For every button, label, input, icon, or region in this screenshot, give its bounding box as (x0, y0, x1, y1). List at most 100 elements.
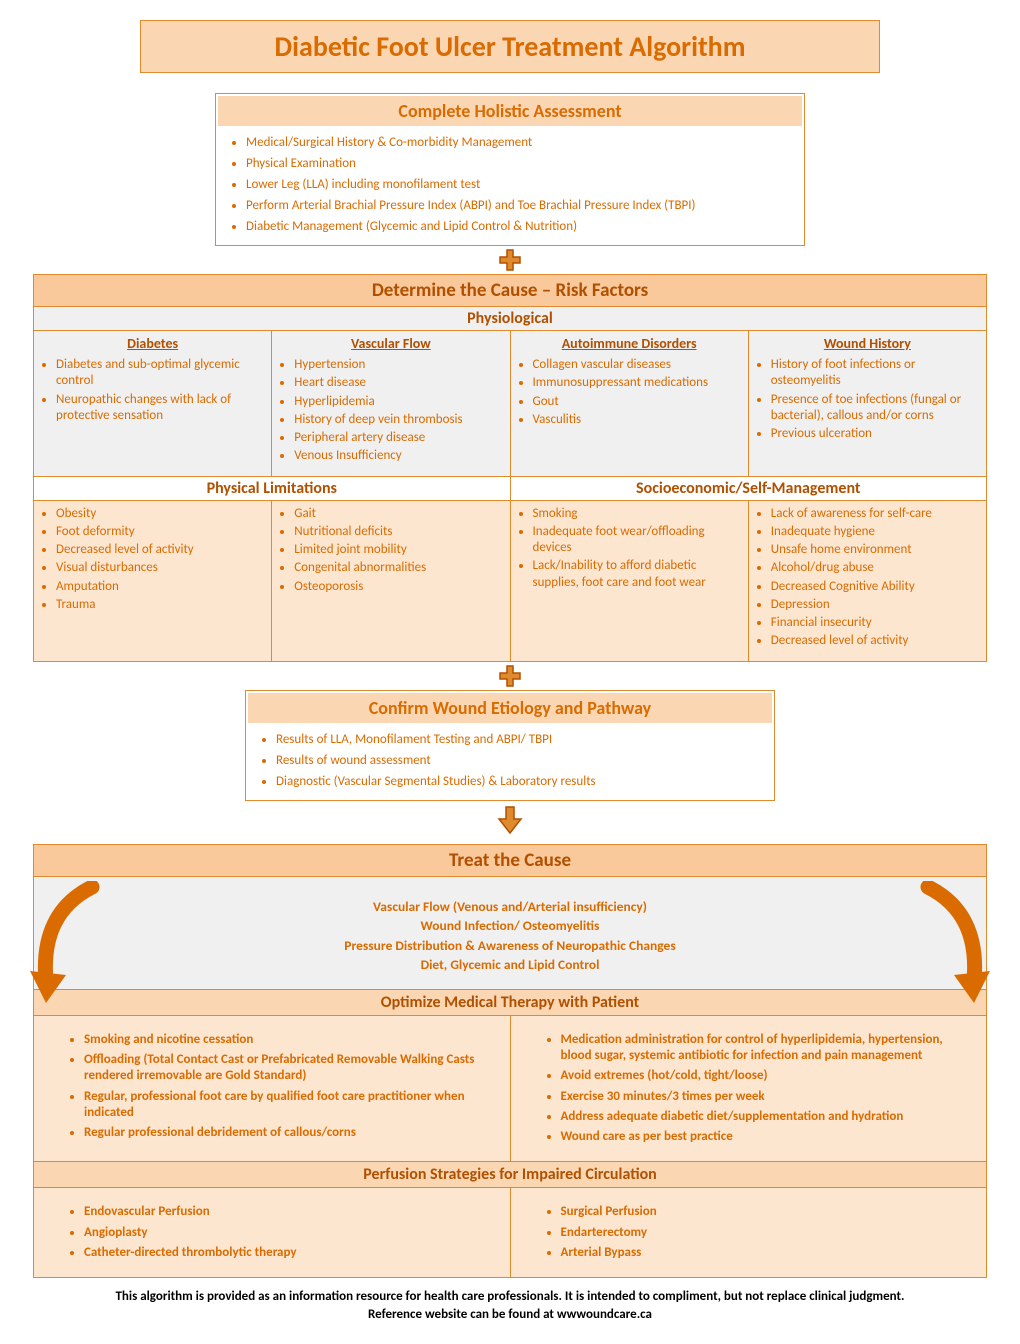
list-item: Wound care as per best practice (561, 1127, 967, 1147)
list-autoimmune: Collagen vascular diseasesImmunosuppress… (519, 356, 740, 429)
list-item: Nutritional deficits (294, 523, 501, 541)
list-physlimit-b: GaitNutritional deficitsLimited joint mo… (280, 505, 501, 596)
risk-col-autoimmune: Autoimmune Disorders Collagen vascular d… (511, 331, 749, 476)
list-socio-b: Lack of awareness for self-careInadequat… (757, 505, 978, 651)
list-item: Heart disease (294, 374, 501, 392)
list-item: Limited joint mobility (294, 541, 501, 559)
list-item: Immunosuppressant medications (533, 374, 740, 392)
list-item: Regular professional debridement of call… (84, 1123, 490, 1143)
list-item: Diabetic Management (Glycemic and Lipid … (246, 216, 794, 237)
list-item: Hypertension (294, 356, 501, 374)
risk-physio-heading: Physiological (34, 307, 986, 331)
socio-b: Lack of awareness for self-careInadequat… (749, 501, 986, 661)
treat-center-lines: Vascular Flow (Venous and/Arterial insuf… (34, 877, 986, 990)
risk-col-diabetes: Diabetes Diabetes and sub-optimal glycem… (34, 331, 272, 476)
list-item: Decreased level of activity (56, 541, 263, 559)
confirm-list: Results of LLA, Monofilament Testing and… (246, 729, 774, 800)
list-item: Avoid extremes (hot/cold, tight/loose) (561, 1066, 967, 1086)
list-item: Endarterectomy (561, 1223, 967, 1243)
optimize-heading: Optimize Medical Therapy with Patient (34, 990, 986, 1016)
list-item: Collagen vascular diseases (533, 356, 740, 374)
list-item: Gait (294, 505, 501, 523)
list-item: Physical Examination (246, 153, 794, 174)
list-item: Lack of awareness for self-care (771, 505, 978, 523)
page-title: Diabetic Foot Ulcer Treatment Algorithm (181, 29, 839, 64)
list-item: Inadequate foot wear/offloading devices (533, 523, 740, 558)
list-item: Visual disturbances (56, 559, 263, 577)
assessment-list: Medical/Surgical History & Co-morbidity … (216, 132, 804, 245)
list-item: Offloading (Total Contact Cast or Prefab… (84, 1050, 490, 1087)
list-item: Osteoporosis (294, 578, 501, 596)
perfusion-heading: Perfusion Strategies for Impaired Circul… (34, 1162, 986, 1188)
list-item: Amputation (56, 578, 263, 596)
list-item: Perform Arterial Brachial Pressure Index… (246, 195, 794, 216)
list-item: History of foot infections or osteomyeli… (771, 356, 978, 391)
perf-left: Endovascular PerfusionAngioplastyCathete… (34, 1188, 511, 1277)
footer-line1: This algorithm is provided as an informa… (30, 1288, 990, 1306)
risk-dual-headers: Physical Limitations Socioeconomic/Self-… (34, 477, 986, 501)
list-item: Congenital abnormalities (294, 559, 501, 577)
physlimit-a: ObesityFoot deformityDecreased level of … (34, 501, 272, 661)
list-item: Smoking (533, 505, 740, 523)
list-item: Medical/Surgical History & Co-morbidity … (246, 132, 794, 153)
list-item: Smoking and nicotine cessation (84, 1030, 490, 1050)
list-socio-a: SmokingInadequate foot wear/offloading d… (519, 505, 740, 592)
list-item: History of deep vein thrombosis (294, 411, 501, 429)
list-item: Angioplasty (84, 1223, 490, 1243)
list-item: Exercise 30 minutes/3 times per week (561, 1087, 967, 1107)
treat-heading: Treat the Cause (34, 845, 986, 877)
list-item: Vasculitis (533, 411, 740, 429)
list-opt-right: Medication administration for control of… (531, 1030, 967, 1148)
list-item: Hyperlipidemia (294, 393, 501, 411)
risk-factors-block: Determine the Cause – Risk Factors Physi… (33, 274, 987, 662)
list-physlimit-a: ObesityFoot deformityDecreased level of … (42, 505, 263, 615)
list-item: Address adequate diabetic diet/supplemen… (561, 1107, 967, 1127)
list-item: Obesity (56, 505, 263, 523)
list-item: Regular, professional foot care by quali… (84, 1087, 490, 1124)
opt-right: Medication administration for control of… (511, 1016, 987, 1162)
footer-line2: Reference website can be found at wwwoun… (30, 1306, 990, 1324)
list-item: Catheter-directed thrombolytic therapy (84, 1243, 490, 1263)
list-item: Decreased Cognitive Ability (771, 578, 978, 596)
list-item: Surgical Perfusion (561, 1202, 967, 1222)
phys-limit-heading: Physical Limitations (34, 477, 511, 500)
socio-a: SmokingInadequate foot wear/offloading d… (511, 501, 749, 661)
risk-col-vascular: Vascular Flow HypertensionHeart diseaseH… (272, 331, 510, 476)
list-item: Peripheral artery disease (294, 429, 501, 447)
arrow-down-icon (30, 805, 990, 840)
list-item: Arterial Bypass (561, 1243, 967, 1263)
list-item: Diabetes and sub-optimal glycemic contro… (56, 356, 263, 391)
list-item: Depression (771, 596, 978, 614)
risk-heading: Determine the Cause – Risk Factors (34, 275, 986, 307)
list-perf-left: Endovascular PerfusionAngioplastyCathete… (54, 1202, 490, 1263)
confirm-heading: Confirm Wound Etiology and Pathway (248, 693, 772, 723)
assessment-box: Complete Holistic Assessment Medical/Sur… (215, 93, 805, 246)
list-item: Trauma (56, 596, 263, 614)
plus-icon (498, 248, 522, 272)
list-item: Venous Insufficiency (294, 447, 501, 465)
list-item: Presence of toe infections (fungal or ba… (771, 391, 978, 426)
list-item: Gout (533, 393, 740, 411)
col-head-autoimmune: Autoimmune Disorders (519, 335, 740, 352)
page-title-box: Diabetic Foot Ulcer Treatment Algorithm (140, 20, 880, 73)
socio-heading: Socioeconomic/Self-Management (511, 477, 987, 500)
list-item: Financial insecurity (771, 614, 978, 632)
list-item: Alcohol/drug abuse (771, 559, 978, 577)
col-head-vascular: Vascular Flow (280, 335, 501, 352)
list-item: Results of LLA, Monofilament Testing and… (276, 729, 764, 750)
list-diabetes: Diabetes and sub-optimal glycemic contro… (42, 356, 263, 425)
list-item: Endovascular Perfusion (84, 1202, 490, 1222)
list-opt-left: Smoking and nicotine cessationOffloading… (54, 1030, 490, 1144)
opt-left: Smoking and nicotine cessationOffloading… (34, 1016, 511, 1162)
list-item: Results of wound assessment (276, 750, 764, 771)
list-item: Lack/Inability to afford diabetic suppli… (533, 557, 740, 592)
list-item: Inadequate hygiene (771, 523, 978, 541)
list-item: Decreased level of activity (771, 632, 978, 650)
list-item: Foot deformity (56, 523, 263, 541)
list-perf-right: Surgical PerfusionEndarterectomyArterial… (531, 1202, 967, 1263)
col-head-diabetes: Diabetes (42, 335, 263, 352)
list-wound: History of foot infections or osteomyeli… (757, 356, 978, 443)
physlimit-b: GaitNutritional deficitsLimited joint mo… (272, 501, 510, 661)
list-item: Lower Leg (LLA) including monofilament t… (246, 174, 794, 195)
list-item: Previous ulceration (771, 425, 978, 443)
